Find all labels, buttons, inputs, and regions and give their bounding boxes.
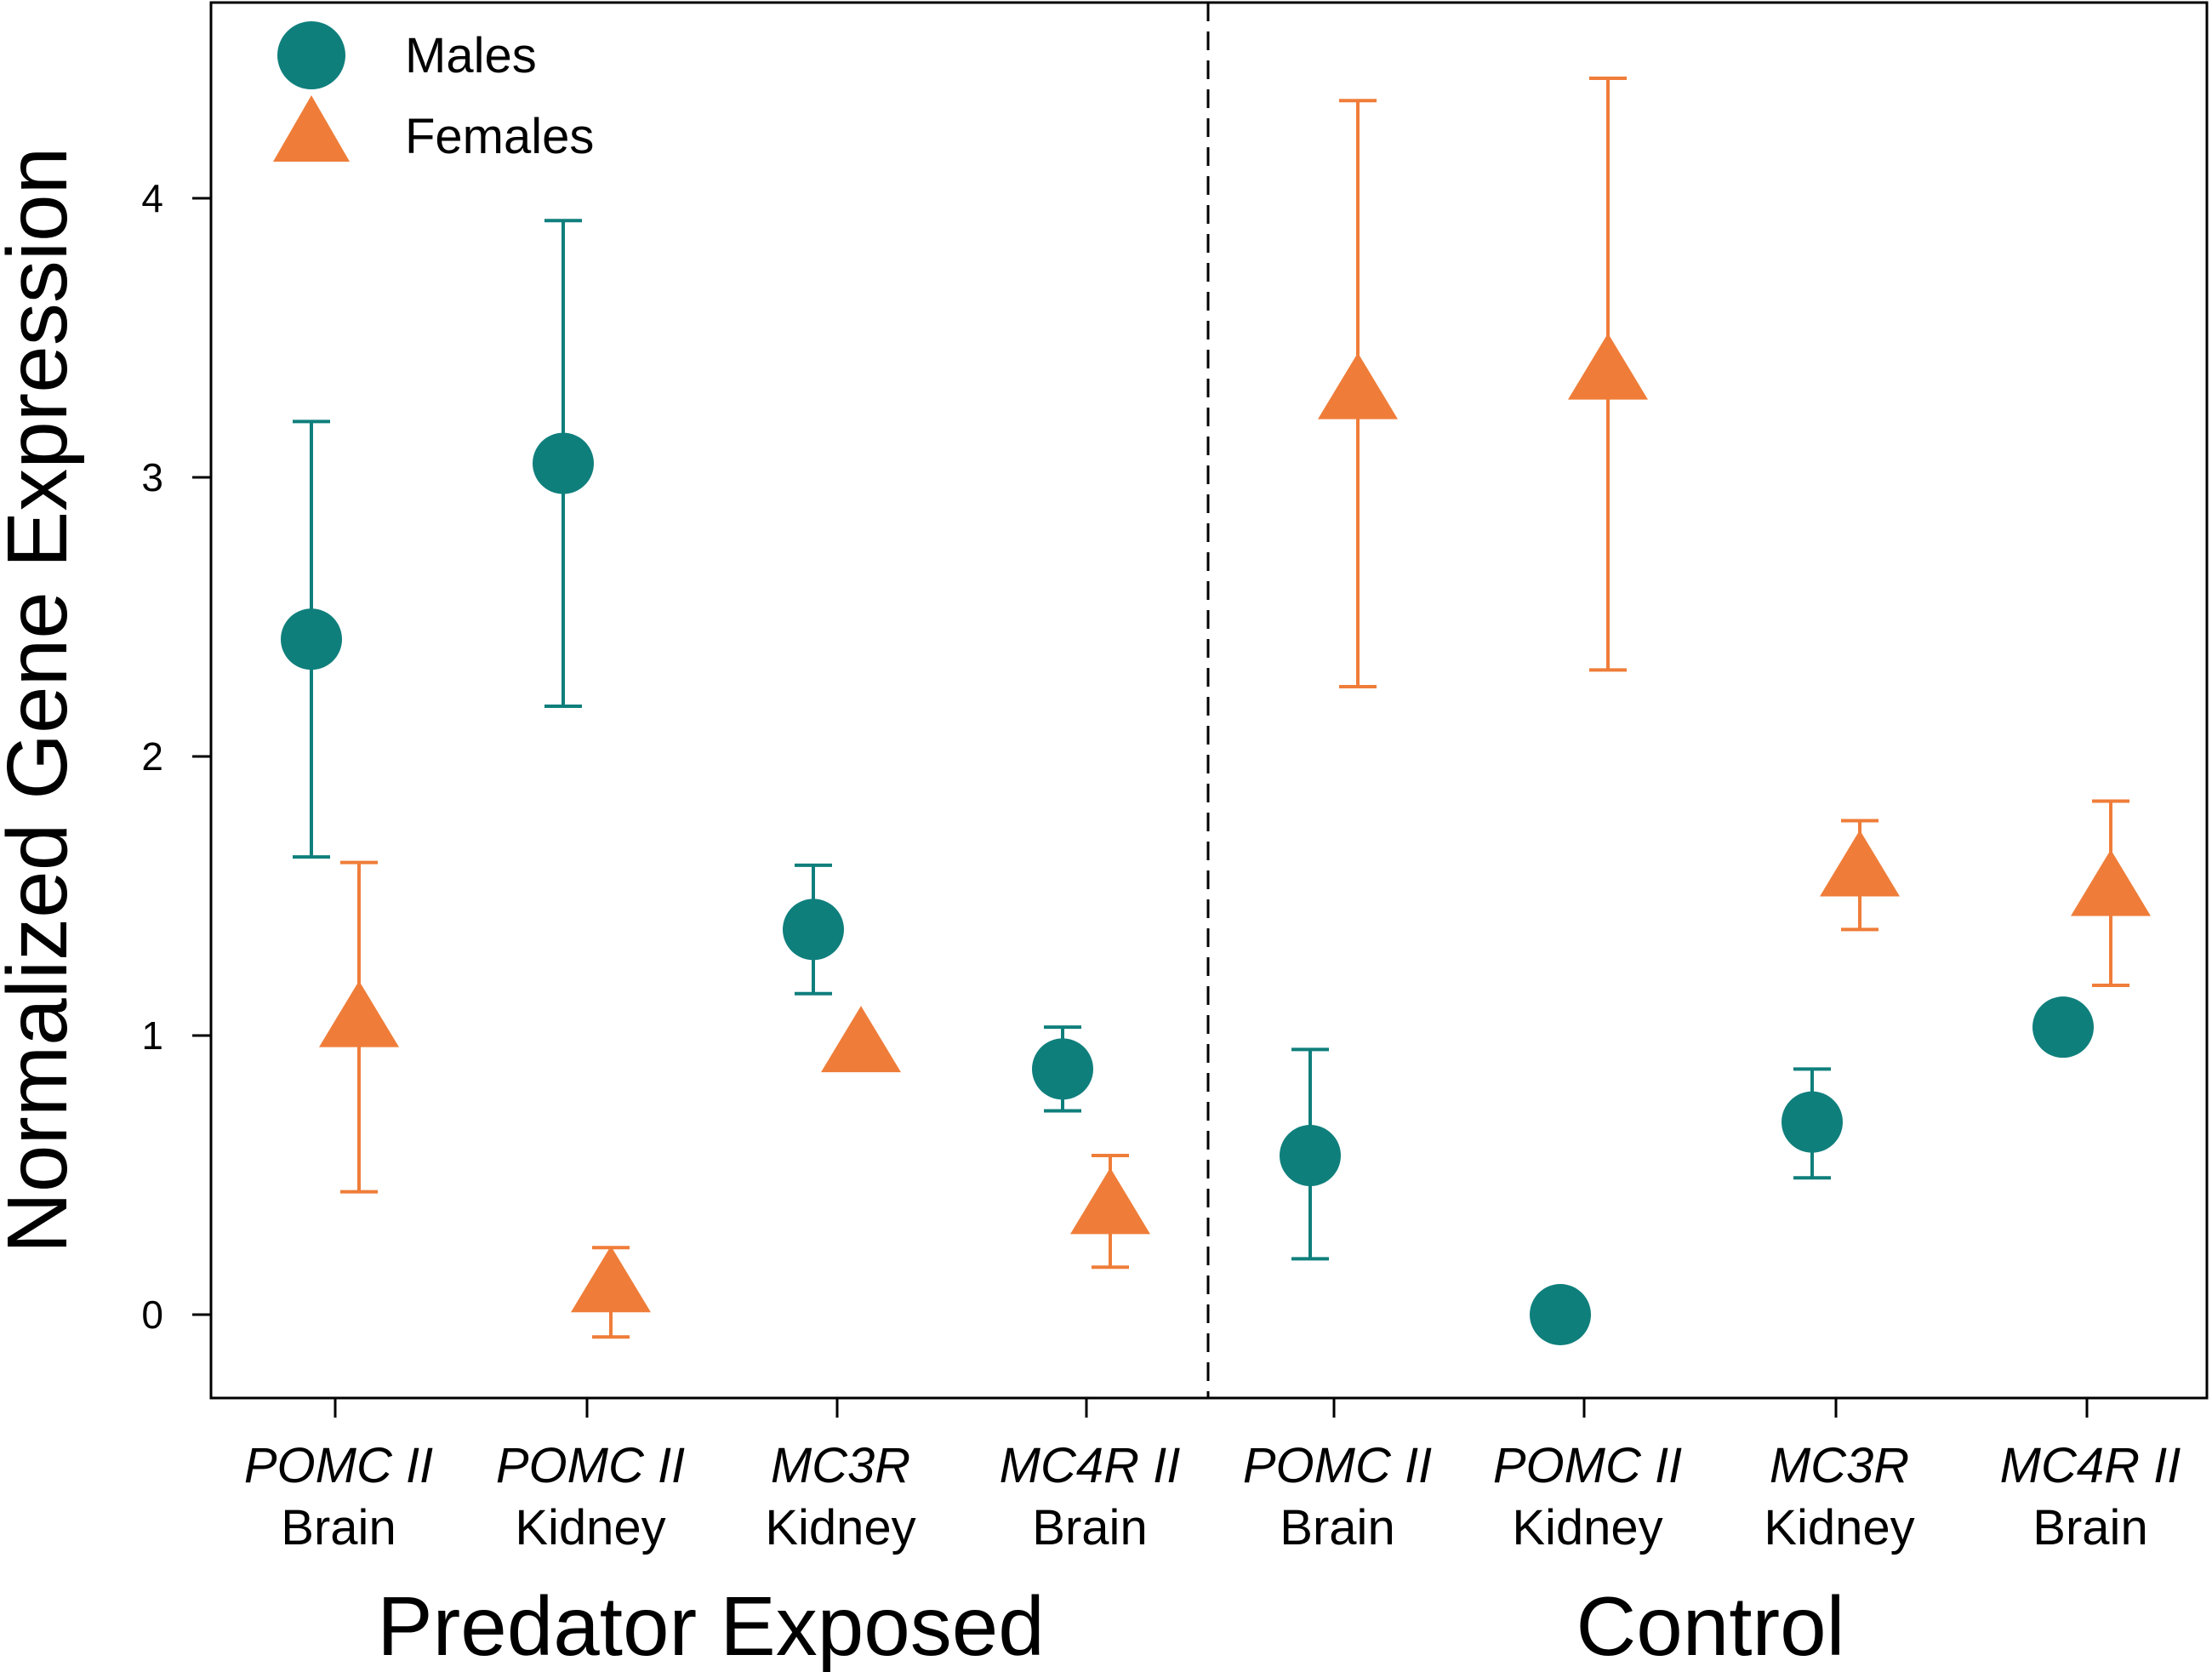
legend-label: Females bbox=[405, 109, 594, 164]
x-tick-tissue-label: Kidney bbox=[765, 1500, 915, 1555]
point-males bbox=[533, 432, 594, 494]
point-females bbox=[1070, 1167, 1150, 1235]
x-tick-tissue-label: Brain bbox=[1032, 1500, 1147, 1555]
series-females bbox=[319, 76, 2151, 1339]
x-tick-gene-label: MC4R II bbox=[2000, 1438, 2181, 1493]
legend-males-marker bbox=[277, 21, 345, 89]
point-females bbox=[1318, 352, 1398, 419]
x-tick-gene-label: POMC II bbox=[1243, 1438, 1432, 1493]
point-females bbox=[319, 980, 399, 1047]
y-tick-label: 2 bbox=[141, 734, 163, 779]
y-tick-label: 0 bbox=[141, 1293, 163, 1337]
group-label: Control bbox=[1576, 1579, 1845, 1672]
series-males bbox=[281, 219, 2094, 1345]
x-tick-gene-label: POMC II bbox=[1493, 1438, 1682, 1493]
legend-females-marker bbox=[273, 95, 350, 162]
data-marks bbox=[281, 76, 2151, 1345]
point-males bbox=[1032, 1038, 1093, 1100]
point-males bbox=[783, 899, 844, 961]
legend-label: Males bbox=[405, 28, 537, 83]
point-females bbox=[1568, 333, 1648, 400]
point-males bbox=[2032, 996, 2094, 1059]
x-tick-gene-label: MC3R bbox=[771, 1438, 910, 1493]
group-label: Predator Exposed bbox=[377, 1579, 1044, 1672]
point-females bbox=[821, 1006, 901, 1073]
x-tick-tissue-label: Kidney bbox=[1512, 1500, 1662, 1555]
x-tick-gene-label: POMC II bbox=[244, 1438, 433, 1493]
point-females bbox=[571, 1246, 651, 1313]
x-tick-tissue-label: Brain bbox=[2032, 1500, 2147, 1555]
point-females bbox=[2071, 849, 2151, 916]
point-males bbox=[1530, 1284, 1591, 1345]
y-tick-label: 1 bbox=[141, 1013, 163, 1058]
point-males bbox=[281, 608, 342, 671]
x-tick-gene-label: POMC II bbox=[496, 1438, 685, 1493]
y-axis: 0 1 2 3 4 bbox=[141, 176, 211, 1337]
x-tick-tissue-label: Brain bbox=[281, 1500, 396, 1555]
x-tick-tissue-label: Kidney bbox=[515, 1500, 665, 1555]
x-tick-tissue-label: Kidney bbox=[1764, 1500, 1914, 1555]
legend: Males Females bbox=[273, 21, 594, 164]
point-females bbox=[1820, 830, 1900, 897]
y-tick-label: 3 bbox=[141, 455, 163, 499]
point-males bbox=[1280, 1125, 1341, 1187]
x-tick-gene-label: MC3R bbox=[1770, 1438, 1909, 1493]
x-tick-tissue-label: Brain bbox=[1280, 1500, 1394, 1555]
x-axis: POMC II Brain POMC II Kidney MC3R Kidney MC4R … bbox=[244, 1398, 2181, 1672]
x-tick-gene-label: MC4R II bbox=[1000, 1438, 1181, 1493]
y-tick-label: 4 bbox=[141, 176, 163, 220]
point-males bbox=[1782, 1091, 1843, 1153]
y-axis-label: Normalized Gene Expression bbox=[0, 147, 85, 1254]
